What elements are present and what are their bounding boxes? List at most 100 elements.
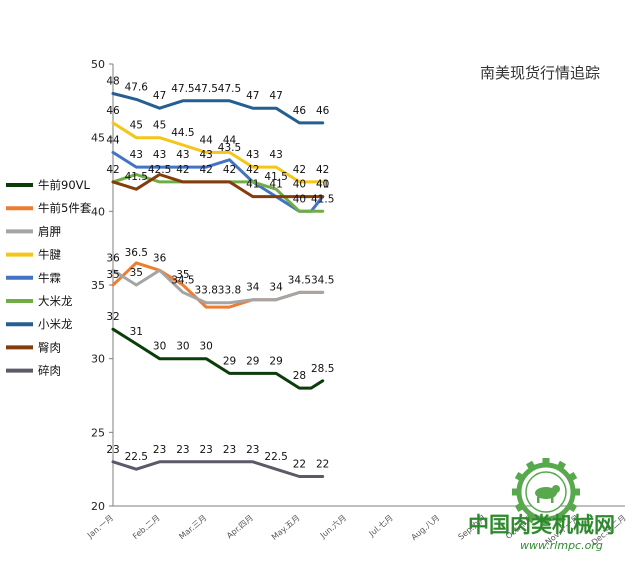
data-label: 41.5 [125,171,148,183]
data-label: 31 [130,326,143,338]
data-label: 33.8 [218,285,241,297]
data-label: 34.5 [288,274,311,286]
data-label: 23 [106,444,119,456]
chart-title: 南美现货行情追踪 [480,64,600,82]
data-label: 34.5 [171,274,194,286]
data-label: 23 [246,444,259,456]
data-label: 41 [316,179,329,191]
data-label: 42 [176,164,189,176]
series-line-6 [111,92,325,125]
x-tick-label: Jan.一月 [85,513,115,540]
data-label: 42 [293,164,306,176]
y-tick-label: 30 [91,353,105,366]
data-label: 47.6 [125,81,149,93]
data-label: 22 [316,459,329,471]
watermark-url: www.rlmpc.org [520,539,603,552]
data-label: 41.5 [311,193,334,205]
data-label: 22.5 [264,451,287,463]
data-label: 41.5 [264,171,287,183]
chart-series-lines [111,92,325,478]
x-tick-label: Jul.七月 [367,513,395,539]
series-line-8 [111,460,325,478]
data-label: 30 [176,341,189,353]
data-label: 47 [153,90,166,102]
data-label: 22 [293,459,306,471]
data-label: 42 [106,164,119,176]
data-label: 45 [153,120,166,132]
data-label: 29 [223,355,236,367]
data-label: 43 [200,149,213,161]
data-label: 28 [293,370,306,382]
data-label: 40 [293,193,306,205]
data-label: 36.5 [125,247,148,259]
data-label: 43.5 [218,142,241,154]
y-tick-label: 35 [91,279,105,292]
data-label: 28.5 [311,363,334,375]
data-label: 23 [176,444,189,456]
data-label: 36 [106,252,120,264]
legend-label: 碎肉 [38,364,61,378]
x-tick-label: Apr.四月 [225,513,255,540]
y-tick-label: 20 [91,500,105,513]
data-label: 29 [269,355,282,367]
data-label: 29 [246,355,259,367]
data-label: 46 [293,105,307,117]
data-label: 42 [246,164,259,176]
data-label: 42.5 [148,164,171,176]
series-line-2 [111,268,325,305]
data-label: 44 [106,134,120,146]
data-label: 47.5 [218,83,241,95]
chart-data-labels: 32 31 30 30 30 29 29 29 28 28.5 35 36.5 35 36 35 36 34.5… [106,75,334,470]
legend-label: 肩胛 [38,224,61,238]
data-label: 46 [106,105,120,117]
data-label: 42 [316,164,329,176]
data-label: 44 [200,134,214,146]
y-tick-label: 25 [91,426,105,439]
data-label: 43 [176,149,189,161]
data-label: 35 [106,269,119,281]
y-tick-label: 50 [91,58,105,71]
data-label: 41 [246,179,259,191]
data-label: 35 [176,269,189,281]
data-label: 22.5 [125,451,148,463]
legend-label: 大米龙 [38,294,73,308]
data-label: 23 [223,444,236,456]
data-label: 44.5 [171,127,194,139]
data-label: 43 [246,149,259,161]
data-label: 30 [153,341,166,353]
data-label: 34 [246,282,260,294]
data-label: 47 [269,90,282,102]
gear-logo-icon [512,458,580,526]
data-label: 34.5 [311,274,334,286]
data-label: 47.5 [171,83,194,95]
data-label: 40 [316,179,329,191]
data-label: 45 [130,120,143,132]
data-label: 23 [200,444,213,456]
data-label: 43 [269,149,282,161]
legend-label: 小米龙 [38,317,73,331]
data-label: 32 [106,311,119,323]
data-label: 46 [316,105,330,117]
data-label: 23 [153,444,166,456]
legend-label: 牛前90VL [38,178,91,192]
series-line-3 [111,121,325,184]
series-line-0 [111,327,325,390]
watermark-text: 中国肉类机械网 [468,513,615,537]
data-label: 42 [223,164,236,176]
data-label: 33.8 [195,285,218,297]
y-tick-label: 45 [91,132,105,145]
y-tick-label: 40 [91,205,105,218]
data-label: 43 [153,149,166,161]
x-tick-label: May.五月 [270,513,302,542]
data-label: 47 [246,90,259,102]
data-label: 40 [293,179,306,191]
data-label: 34 [269,282,283,294]
data-label: 43 [130,149,143,161]
legend-label: 牛前5件套 [38,201,92,215]
data-label: 47.5 [195,83,218,95]
data-label: 42 [200,164,213,176]
legend-label: 臀肉 [38,340,61,354]
x-tick-label: Jun.六月 [317,512,348,540]
